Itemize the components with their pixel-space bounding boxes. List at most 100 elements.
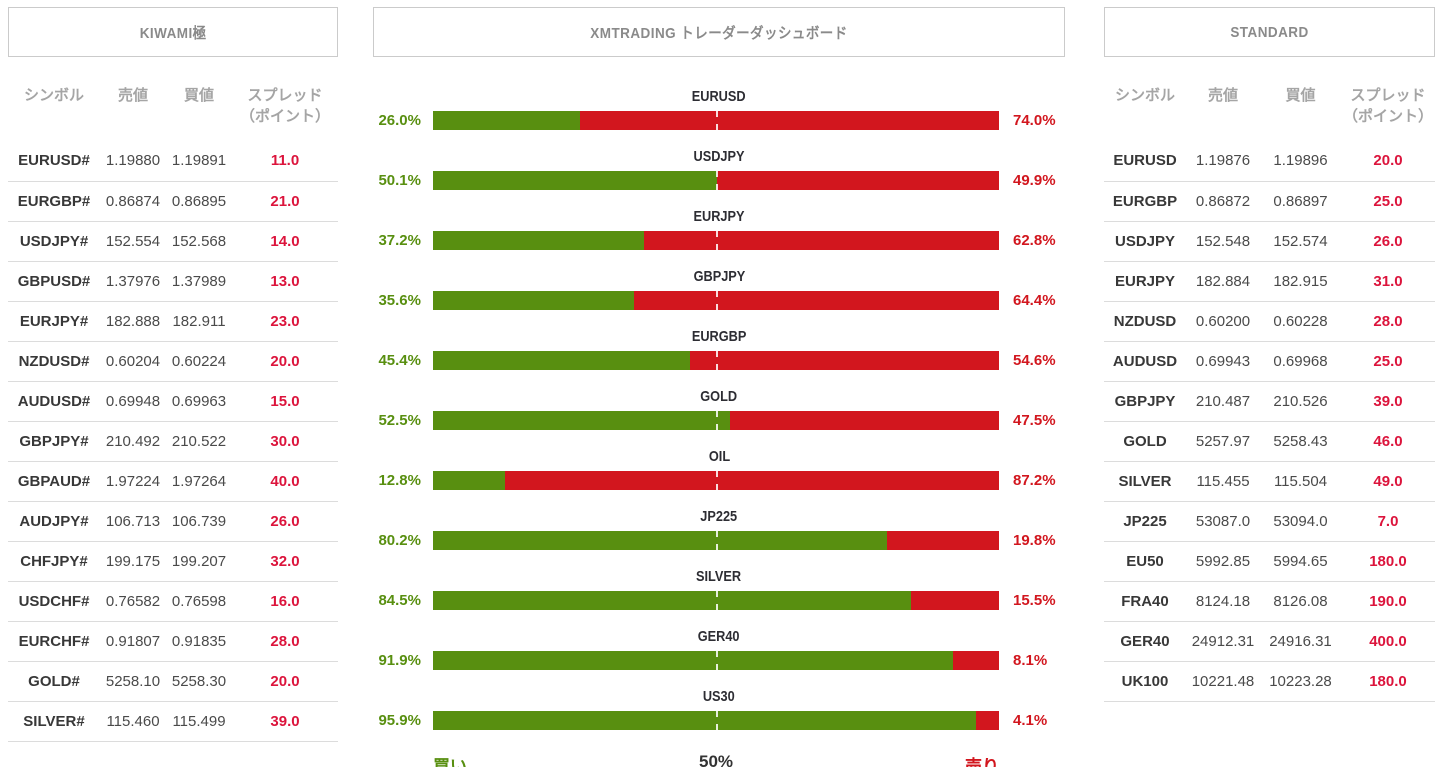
column-header: スプレッド（ポイント） bbox=[239, 87, 330, 125]
table-row: UK100 10221.48 10223.28 180.0 bbox=[1104, 661, 1435, 702]
spread-cell: 20.0 bbox=[1341, 141, 1435, 182]
spread-cell: 13.0 bbox=[232, 261, 338, 302]
sell-percent-label: 62.8% bbox=[1013, 232, 1056, 249]
spread-cell: 25.0 bbox=[1341, 181, 1435, 222]
spread-cell: 28.0 bbox=[232, 621, 338, 662]
spread-cell: 28.0 bbox=[1341, 301, 1435, 342]
column-header: 買値 bbox=[183, 87, 214, 104]
sentiment-group: JP225 80.2% 19.8% bbox=[373, 508, 1065, 568]
sentiment-group: EURGBP 45.4% 54.6% bbox=[373, 328, 1065, 388]
standard-panel-title-label: STANDARD bbox=[1230, 23, 1309, 41]
table-row: USDCHF# 0.76582 0.76598 16.0 bbox=[8, 581, 338, 622]
instrument-label-text: GER40 bbox=[698, 628, 740, 645]
fifty-percent-midline bbox=[716, 111, 718, 130]
sentiment-bar-row: 37.2% 62.8% bbox=[373, 231, 1065, 250]
symbol-cell: EURJPY# bbox=[8, 301, 100, 342]
symbol-cell: EU50 bbox=[1104, 541, 1186, 582]
symbol-cell: AUDUSD bbox=[1104, 341, 1186, 382]
column-header: 売値 bbox=[117, 87, 148, 104]
sentiment-group: EURUSD 26.0% 74.0% bbox=[373, 88, 1065, 148]
fifty-percent-midline bbox=[716, 171, 718, 190]
sell-price-cell: 0.86874 bbox=[100, 181, 166, 222]
table-row: SILVER 115.455 115.504 49.0 bbox=[1104, 461, 1435, 502]
sell-price-cell: 115.460 bbox=[100, 701, 166, 742]
table-row: GBPAUD# 1.97224 1.97264 40.0 bbox=[8, 461, 338, 502]
sentiment-bar bbox=[433, 111, 999, 130]
symbol-cell: USDJPY bbox=[1104, 221, 1186, 262]
sell-price-cell: 0.60204 bbox=[100, 341, 166, 382]
table-row: EURJPY 182.884 182.915 31.0 bbox=[1104, 261, 1435, 302]
buy-price-cell: 0.69963 bbox=[166, 381, 232, 422]
buy-percent-label: 45.4% bbox=[378, 352, 421, 369]
instrument-label-text: OIL bbox=[708, 448, 730, 465]
buy-price-cell: 0.76598 bbox=[166, 581, 232, 622]
buy-segment bbox=[433, 651, 954, 670]
sell-price-cell: 182.884 bbox=[1186, 261, 1260, 302]
buy-segment bbox=[433, 711, 976, 730]
standard-panel-title: STANDARD bbox=[1104, 7, 1435, 57]
buy-price-cell: 0.69968 bbox=[1260, 341, 1341, 382]
buy-price-cell: 0.60228 bbox=[1260, 301, 1341, 342]
sell-price-cell: 5258.10 bbox=[100, 661, 166, 702]
spread-cell: 25.0 bbox=[1341, 341, 1435, 382]
sell-price-cell: 199.175 bbox=[100, 541, 166, 582]
instrument-label: SILVER bbox=[373, 568, 1065, 591]
sentiment-group: GER40 91.9% 8.1% bbox=[373, 628, 1065, 688]
table-row: EURGBP 0.86872 0.86897 25.0 bbox=[1104, 181, 1435, 222]
spread-cell: 7.0 bbox=[1341, 501, 1435, 542]
buy-segment bbox=[433, 411, 731, 430]
buy-percent-label: 35.6% bbox=[378, 292, 421, 309]
instrument-label-text: USDJPY bbox=[693, 148, 745, 165]
symbol-cell: GOLD bbox=[1104, 421, 1186, 462]
column-header: シンボル bbox=[1114, 87, 1175, 104]
fifty-percent-midline bbox=[716, 711, 718, 730]
symbol-cell: AUDJPY# bbox=[8, 501, 100, 542]
buy-segment bbox=[433, 231, 644, 250]
buy-price-cell: 0.86895 bbox=[166, 181, 232, 222]
legend-buy-label: 買い bbox=[433, 757, 467, 767]
buy-segment bbox=[433, 291, 635, 310]
buy-price-cell: 1.19896 bbox=[1260, 141, 1341, 182]
symbol-cell: EURUSD# bbox=[8, 141, 100, 182]
buy-price-cell: 106.739 bbox=[166, 501, 232, 542]
fifty-percent-midline bbox=[716, 591, 718, 610]
sentiment-group: US30 95.9% 4.1% bbox=[373, 688, 1065, 748]
fifty-percent-midline bbox=[716, 291, 718, 310]
spread-cell: 39.0 bbox=[1341, 381, 1435, 422]
sentiment-bar-row: 50.1% 49.9% bbox=[373, 171, 1065, 190]
kiwami-panel-title: KIWAMI極 bbox=[8, 7, 338, 57]
table-header-row: シンボル 売値 買値 スプレッド（ポイント） bbox=[8, 85, 338, 141]
sell-price-cell: 1.19880 bbox=[100, 141, 166, 182]
instrument-label-text: EURUSD bbox=[692, 88, 746, 105]
buy-price-cell: 8126.08 bbox=[1260, 581, 1341, 622]
table-row: EURUSD# 1.19880 1.19891 11.0 bbox=[8, 141, 338, 182]
buy-price-cell: 115.499 bbox=[166, 701, 232, 742]
buy-price-cell: 182.915 bbox=[1260, 261, 1341, 302]
spread-cell: 23.0 bbox=[232, 301, 338, 342]
instrument-label: JP225 bbox=[373, 508, 1065, 531]
spread-cell: 190.0 bbox=[1341, 581, 1435, 622]
instrument-label: US30 bbox=[373, 688, 1065, 711]
table-row: EURCHF# 0.91807 0.91835 28.0 bbox=[8, 621, 338, 662]
sell-price-cell: 152.554 bbox=[100, 221, 166, 262]
buy-price-cell: 1.37989 bbox=[166, 261, 232, 302]
buy-price-cell: 5258.30 bbox=[166, 661, 232, 702]
sell-price-cell: 152.548 bbox=[1186, 221, 1260, 262]
sentiment-bar-row: 45.4% 54.6% bbox=[373, 351, 1065, 370]
sell-percent-label: 19.8% bbox=[1013, 532, 1056, 549]
symbol-cell: USDJPY# bbox=[8, 221, 100, 262]
column-header: 買値 bbox=[1285, 87, 1316, 104]
legend-sell-label: 売り bbox=[965, 757, 999, 767]
buy-segment bbox=[433, 351, 690, 370]
table-row: GOLD# 5258.10 5258.30 20.0 bbox=[8, 661, 338, 702]
sell-price-cell: 106.713 bbox=[100, 501, 166, 542]
symbol-cell: GBPJPY# bbox=[8, 421, 100, 462]
buy-percent-label: 12.8% bbox=[378, 472, 421, 489]
sentiment-bar-row: 95.9% 4.1% bbox=[373, 711, 1065, 730]
symbol-cell: EURGBP# bbox=[8, 181, 100, 222]
symbol-cell: GER40 bbox=[1104, 621, 1186, 662]
buy-percent-label: 84.5% bbox=[378, 592, 421, 609]
instrument-label-text: JP225 bbox=[700, 508, 738, 525]
chart-legend: 買い 50% 売り bbox=[433, 750, 999, 767]
sell-price-cell: 0.76582 bbox=[100, 581, 166, 622]
